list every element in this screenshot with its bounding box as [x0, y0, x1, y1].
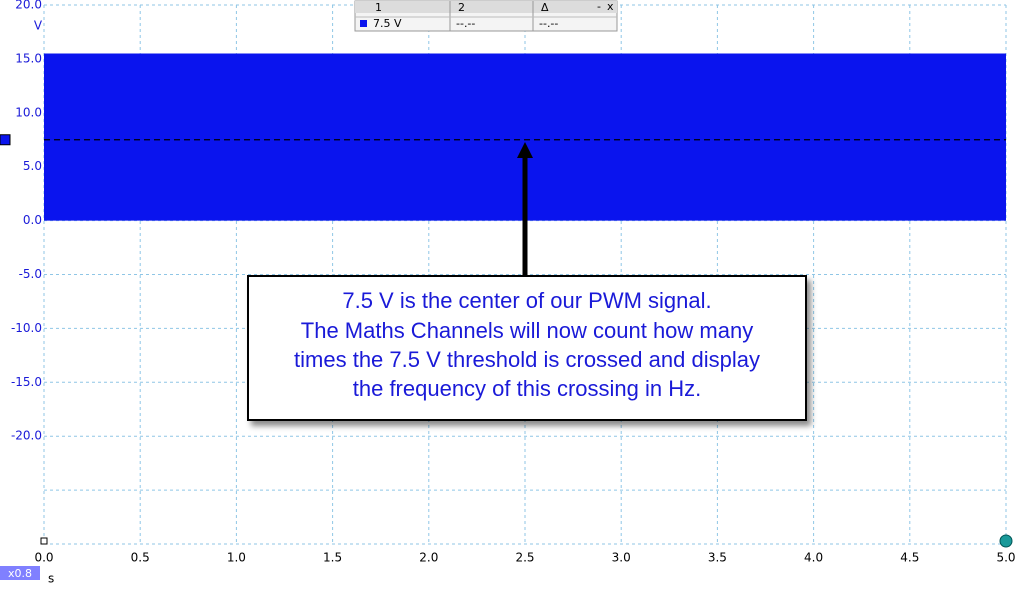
- trigger-marker[interactable]: [40, 537, 48, 545]
- x-tick-label: 3.0: [612, 551, 631, 565]
- x-tick-label: 4.0: [804, 551, 823, 565]
- time-marker[interactable]: [999, 534, 1013, 548]
- close-button[interactable]: x: [607, 0, 614, 13]
- axes: 20.015.010.05.00.0-5.0-10.0-15.0-20.00.0…: [11, 0, 1016, 565]
- y-unit: V: [34, 19, 43, 33]
- y-tick-label: -15.0: [11, 375, 42, 389]
- table-cell: --.--: [456, 17, 475, 30]
- threshold-handle: [0, 134, 11, 146]
- x-tick-label: 4.5: [900, 551, 919, 565]
- x-tick-label: 2.0: [419, 551, 438, 565]
- x-tick-label: 0.0: [34, 551, 53, 565]
- y-tick-label: 5.0: [23, 159, 42, 173]
- table-cell: --.--: [539, 17, 558, 30]
- y-tick-label: -5.0: [19, 267, 42, 281]
- signal: [0, 53, 1006, 221]
- table-header: 1: [375, 1, 382, 14]
- table-cell: 7.5 V: [373, 17, 402, 30]
- callout-line: 7.5 V is the center of our PWM signal.: [342, 288, 711, 313]
- table-header: Δ: [541, 1, 549, 14]
- x-tick-label: 5.0: [996, 551, 1015, 565]
- callout: 7.5 V is the center of our PWM signal. T…: [247, 275, 807, 421]
- x-unit: s: [48, 572, 54, 586]
- minimize-button[interactable]: -: [597, 0, 601, 13]
- callout-line: The Maths Channels will now count how ma…: [301, 318, 753, 343]
- x-tick-label: 1.5: [323, 551, 342, 565]
- y-tick-label: -10.0: [11, 321, 42, 335]
- x-tick-label: 1.0: [227, 551, 246, 565]
- x-tick-label: 2.5: [515, 551, 534, 565]
- table-header: 2: [458, 1, 465, 14]
- callout-line: times the 7.5 V threshold is crossed and…: [294, 347, 760, 372]
- zoom-label: x0.8: [8, 567, 32, 580]
- y-tick-label: 0.0: [23, 213, 42, 227]
- channel-swatch: [360, 20, 367, 27]
- zoom-badge[interactable]: [0, 566, 40, 580]
- y-tick-label: 20.0: [15, 0, 42, 12]
- x-tick-label: 3.5: [708, 551, 727, 565]
- x-tick-label: 0.5: [131, 551, 150, 565]
- y-tick-label: -20.0: [11, 429, 42, 443]
- y-tick-label: 10.0: [15, 105, 42, 119]
- callout-line: the frequency of this crossing in Hz.: [353, 376, 702, 401]
- y-tick-label: 15.0: [15, 51, 42, 65]
- signal-band: [44, 53, 1006, 221]
- callout-arrow: [517, 142, 533, 276]
- measurements-table: 1 2 Δ - x 7.5 V --.-- --.--: [354, 0, 618, 32]
